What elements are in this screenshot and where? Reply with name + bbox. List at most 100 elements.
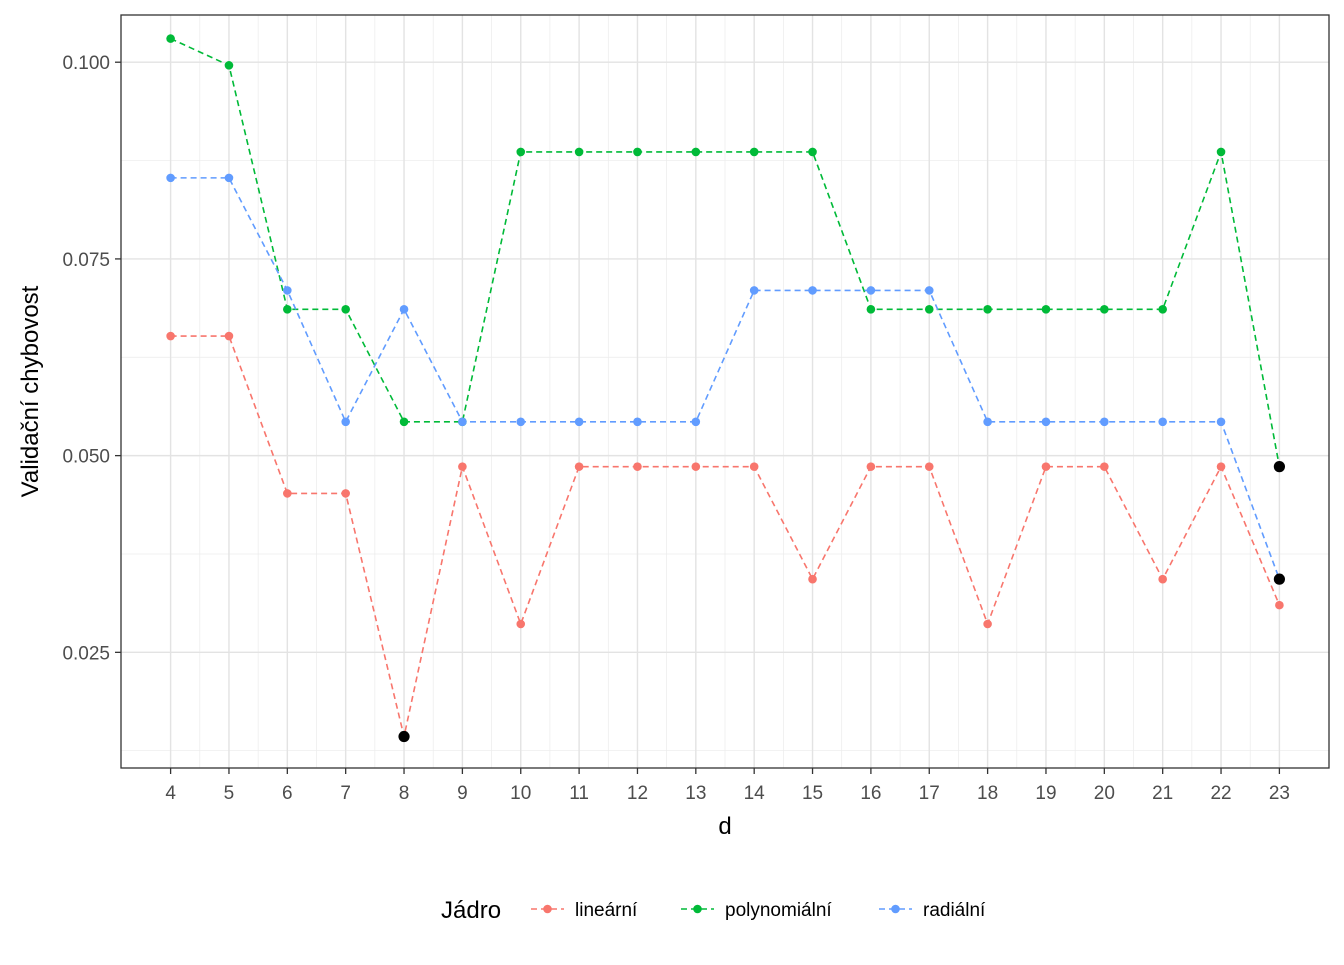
- data-point: [1158, 417, 1167, 427]
- data-point: [1158, 574, 1167, 584]
- data-point: [516, 147, 526, 157]
- highlighted-point: [1273, 573, 1285, 585]
- legend-label: radiální: [923, 900, 986, 921]
- y-tick-label: 0.075: [62, 250, 110, 271]
- grid: [121, 15, 1329, 768]
- data-point: [1100, 462, 1109, 471]
- data-point: [516, 417, 526, 427]
- data-point: [983, 619, 992, 629]
- x-tick-label: 19: [1035, 783, 1056, 804]
- x-tick-label: 13: [685, 783, 706, 804]
- data-point: [633, 417, 642, 427]
- data-point: [166, 331, 175, 341]
- data-point: [1100, 304, 1109, 314]
- x-tick-label: 14: [744, 783, 766, 804]
- y-axis-title: Validační chybovost: [17, 285, 44, 497]
- data-point: [866, 462, 876, 471]
- y-tick-label: 0.100: [62, 53, 110, 74]
- legend-title: Jádro: [441, 897, 501, 924]
- legend-items: lineární polynomiální radiální: [531, 900, 986, 921]
- data-point: [749, 147, 759, 157]
- data-point: [574, 462, 584, 471]
- panel-border: [120, 14, 1330, 769]
- legend-key-point: [693, 904, 702, 914]
- data-point: [749, 286, 759, 295]
- x-tick-label: 5: [224, 783, 235, 804]
- series-line: [170, 177, 1281, 580]
- x-tick-label: 18: [977, 783, 998, 804]
- legend-label: lineární: [575, 900, 638, 921]
- data-point: [341, 417, 350, 427]
- data-point: [1041, 417, 1051, 427]
- data-point: [224, 61, 234, 70]
- data-point: [458, 462, 467, 471]
- data-point: [983, 417, 992, 427]
- data-point: [633, 462, 642, 471]
- data-point: [749, 462, 759, 471]
- data-point: [341, 489, 350, 498]
- data-point: [924, 304, 934, 314]
- data-point: [983, 304, 992, 314]
- x-tick-label: 4: [165, 783, 176, 804]
- legend-label: polynomiální: [725, 900, 832, 921]
- data-point: [224, 331, 234, 341]
- x-axis-title: d: [718, 813, 731, 840]
- data-point: [283, 304, 292, 314]
- x-tick-label: 6: [282, 783, 293, 804]
- data-point: [341, 304, 350, 314]
- data-point: [691, 147, 701, 157]
- data-point: [283, 286, 292, 295]
- data-point: [633, 147, 642, 157]
- data-point: [866, 286, 876, 295]
- x-tick-label: 12: [627, 783, 648, 804]
- data-point: [458, 417, 467, 427]
- data-point: [808, 286, 817, 295]
- x-tick-label: 15: [802, 783, 823, 804]
- x-tick-label: 21: [1152, 783, 1173, 804]
- data-point: [166, 34, 175, 43]
- data-point: [1041, 304, 1051, 314]
- data-point: [1041, 462, 1051, 471]
- x-tick-label: 16: [860, 783, 881, 804]
- legend: Jádro lineární polynomiální radiální: [441, 897, 986, 924]
- data-point: [399, 304, 409, 314]
- x-tick-label: 23: [1269, 783, 1290, 804]
- data-point: [574, 417, 584, 427]
- y-tick-label: 0.050: [62, 447, 110, 468]
- legend-item: radiální: [879, 900, 986, 921]
- data-point: [1216, 147, 1226, 157]
- data-point: [808, 574, 817, 584]
- series-line: [170, 335, 1281, 737]
- data-point: [1216, 417, 1226, 427]
- data-point: [924, 462, 934, 471]
- data-point: [1216, 462, 1226, 471]
- data-point: [691, 462, 701, 471]
- data-point: [924, 286, 934, 295]
- data-point: [1158, 304, 1167, 314]
- legend-item: lineární: [531, 900, 638, 921]
- data-point: [224, 173, 234, 183]
- data-point: [1275, 600, 1284, 610]
- legend-key-point: [543, 904, 552, 914]
- y-tick-label: 0.025: [62, 643, 110, 664]
- legend-key-point: [891, 904, 900, 914]
- legend-item: polynomiální: [681, 900, 832, 921]
- data-point: [691, 417, 701, 427]
- data-point: [516, 619, 526, 629]
- x-tick-label: 7: [340, 783, 351, 804]
- series-points: [166, 34, 1285, 743]
- highlighted-point: [1273, 461, 1285, 473]
- x-tick-label: 11: [569, 783, 589, 804]
- x-tick-label: 22: [1210, 783, 1231, 804]
- data-point: [399, 417, 409, 427]
- x-tick-label: 20: [1094, 783, 1115, 804]
- x-tick-label: 9: [457, 783, 468, 804]
- x-tick-label: 17: [919, 783, 940, 804]
- x-tick-label: 10: [510, 783, 531, 804]
- x-tick-label: 8: [399, 783, 410, 804]
- highlighted-point: [398, 730, 410, 743]
- data-point: [283, 489, 292, 498]
